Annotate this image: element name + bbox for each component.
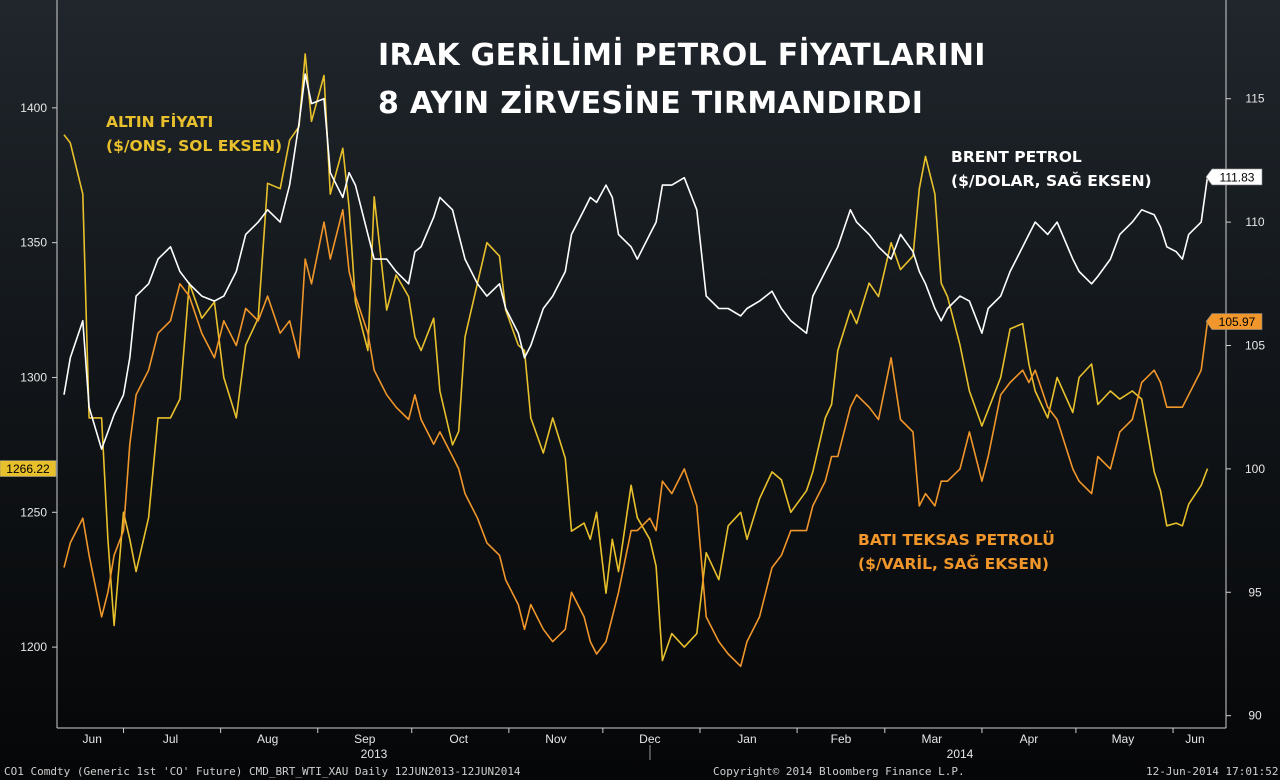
- brent-series-label-axis: ($/DOLAR, SAĞ EKSEN): [951, 172, 1152, 190]
- gold-last-value-tag-text: 1266.22: [6, 462, 50, 476]
- brent-last-value-tag: 111.83: [1205, 168, 1263, 186]
- wti-last-value-tag-box: [1205, 313, 1263, 330]
- wti-series-label: BATI TEKSAS PETROLÜ ($/VARİL, SAĞ EKSEN): [858, 528, 1055, 576]
- x-tick-label: Nov: [545, 732, 566, 746]
- x-tick-label: Aug: [257, 732, 278, 746]
- right-tick-label: 105: [1245, 338, 1265, 352]
- left-tick-label: 1400: [20, 101, 47, 115]
- footer-timestamp: 12-Jun-2014 17:01:52: [1146, 765, 1279, 778]
- chart-title-line-1: IRAK GERİLİMİ PETROL FİYATLARINI: [378, 38, 986, 73]
- wti-series-label-name: BATI TEKSAS PETROLÜ: [858, 531, 1055, 549]
- left-tick-label: 1300: [20, 370, 47, 384]
- year-label: 2014: [947, 747, 974, 761]
- wti-series-label-axis: ($/VARİL, SAĞ EKSEN): [858, 555, 1050, 573]
- brent-series-label-name: BRENT PETROL: [951, 148, 1082, 166]
- x-tick-label: Jun: [83, 732, 102, 746]
- x-tick-label: Jan: [737, 732, 756, 746]
- right-tick-label: 90: [1248, 709, 1262, 723]
- gold-last-value-tag-box: [0, 460, 57, 477]
- chart-title: IRAK GERİLİMİ PETROL FİYATLARINI 8 AYIN …: [378, 32, 1078, 128]
- wti-last-value-tag: 105.97: [1205, 313, 1263, 330]
- year-label: 2013: [361, 747, 388, 761]
- chart-title-line-2: 8 AYIN ZİRVESİNE TIRMANDIRDI: [378, 86, 924, 121]
- x-tick-label: Dec: [639, 732, 660, 746]
- right-tick-label: 110: [1245, 215, 1264, 229]
- footer-ticker-info: CO1 Comdty (Generic 1st 'CO' Future) CMD…: [4, 765, 521, 778]
- left-tick-label: 1350: [20, 236, 47, 250]
- left-tick-label: 1250: [20, 505, 47, 519]
- x-tick-label: Apr: [1020, 732, 1039, 746]
- right-tick-label: 95: [1248, 585, 1262, 599]
- x-tick-label: Jul: [163, 732, 178, 746]
- footer-copyright: Copyright© 2014 Bloomberg Finance L.P.: [713, 765, 965, 778]
- gold-series-label: ALTIN FİYATI ($/ONS, SOL EKSEN): [106, 110, 282, 158]
- x-tick-label: Feb: [831, 732, 852, 746]
- gold-series-line: [63, 53, 1209, 662]
- brent-last-value-tag-box: [1205, 168, 1263, 186]
- brent-last-value-tag-text: 111.83: [1220, 170, 1255, 184]
- right-tick-label: 115: [1245, 92, 1264, 106]
- brent-series-line: [63, 73, 1209, 450]
- wti-series-line: [63, 209, 1209, 668]
- left-tick-label: 1200: [20, 640, 47, 654]
- wti-last-value-tag-text: 105.97: [1219, 315, 1256, 329]
- x-tick-label: Oct: [449, 732, 468, 746]
- x-tick-label: Mar: [921, 732, 942, 746]
- right-tick-label: 100: [1245, 462, 1265, 476]
- x-tick-label: May: [1112, 732, 1135, 746]
- gold-series-label-axis: ($/ONS, SOL EKSEN): [106, 137, 283, 155]
- brent-series-label: BRENT PETROL ($/DOLAR, SAĞ EKSEN): [951, 145, 1152, 193]
- x-tick-label: Jun: [1185, 732, 1204, 746]
- x-tick-label: Sep: [354, 732, 376, 746]
- gold-last-value-tag: 1266.22: [0, 460, 57, 477]
- gold-series-label-name: ALTIN FİYATI: [106, 113, 214, 131]
- footer-bar: CO1 Comdty (Generic 1st 'CO' Future) CMD…: [0, 762, 1280, 780]
